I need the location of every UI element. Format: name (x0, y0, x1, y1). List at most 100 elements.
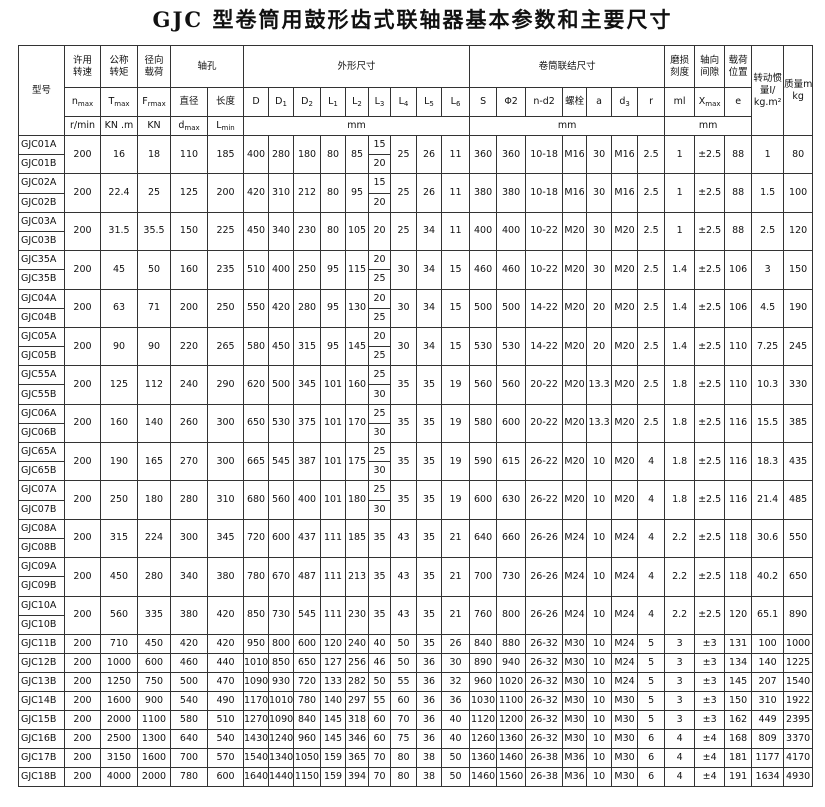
value-cell: 540 (206, 728, 245, 749)
value-cell: 1260 (469, 728, 498, 749)
model-cell: GJC02B (18, 192, 65, 213)
symbol: D (275, 96, 283, 107)
value-cell: 35 (390, 365, 418, 405)
symbol: L (398, 96, 404, 107)
value-cell: 34 (416, 288, 443, 328)
value-cell: 168 (724, 728, 753, 749)
model-cell: GJC55B (18, 384, 65, 405)
value-cell: ±3 (694, 709, 726, 730)
value-cell: 32 (441, 671, 471, 692)
value-cell: 450 (100, 557, 138, 597)
value-cell: M20 (611, 250, 639, 290)
value-cell: 2395 (783, 709, 814, 730)
value-cell: 200 (64, 173, 101, 213)
value-cell: 510 (243, 250, 270, 290)
value-cell: 2500 (100, 728, 138, 749)
value-cell: 25 (368, 441, 392, 463)
value-cell: 1010 (243, 652, 270, 673)
value-cell: 180 (293, 134, 322, 175)
value-cell: 800 (496, 595, 527, 635)
value-cell: M36 (562, 766, 588, 787)
table-row: GJC14B 200 1600 900 540 490 1170 1010 780 140 297 5… (18, 690, 814, 711)
value-cell: 500 (469, 288, 498, 328)
value-cell: 1.4 (664, 326, 696, 367)
header-cell: 径向 载荷 (137, 45, 171, 88)
value-cell: 131 (724, 633, 753, 654)
value-cell: 35 (416, 441, 443, 482)
value-cell: ±3 (694, 671, 726, 692)
value-cell: 600 (268, 518, 295, 559)
value-cell: 63 (100, 288, 138, 328)
value-cell: 890 (469, 652, 498, 673)
value-cell: 10-18 (525, 173, 564, 213)
value-cell: 400 (243, 134, 270, 175)
value-cell: 340 (268, 211, 295, 252)
value-cell: 200 (64, 671, 101, 692)
value-cell: 1.8 (664, 365, 696, 405)
model-cell: GJC14B (18, 690, 65, 711)
value-cell: 10 (586, 709, 613, 730)
value-cell: 1460 (496, 747, 527, 768)
value-cell: 190 (783, 288, 814, 328)
value-cell: 4.5 (751, 288, 785, 328)
value-cell: 140 (751, 652, 785, 673)
value-cell: 175 (345, 441, 370, 482)
value-cell: 260 (170, 403, 208, 444)
value-cell: 420 (243, 173, 270, 213)
value-cell: M30 (611, 766, 639, 787)
value-cell: 650 (783, 557, 814, 597)
value-cell: 125 (170, 173, 208, 213)
value-cell: 2.2 (664, 595, 696, 635)
unit-cell: mm (664, 116, 753, 136)
value-cell: 20 (368, 154, 392, 175)
value-cell: 346 (345, 728, 370, 749)
value-cell: 580 (170, 709, 208, 730)
value-cell: 95 (320, 288, 347, 328)
value-cell: 105 (345, 211, 370, 252)
value-cell: 10 (586, 480, 613, 520)
value-cell: 4170 (783, 747, 814, 768)
value-cell: M20 (611, 441, 639, 482)
value-cell: 120 (724, 595, 753, 635)
value-cell: 420 (206, 633, 245, 654)
value-cell: 930 (268, 671, 295, 692)
value-cell: M20 (562, 326, 588, 367)
value-cell: 880 (496, 633, 527, 654)
value-cell: 1440 (268, 766, 295, 787)
value-cell: 490 (206, 690, 245, 711)
value-cell: 10 (586, 747, 613, 768)
value-cell: 200 (206, 173, 245, 213)
value-cell: 4 (637, 518, 666, 559)
header-line: 载荷 (728, 54, 748, 66)
model-cell: GJC03A (18, 211, 65, 232)
value-cell: 10 (586, 690, 613, 711)
value-cell: 315 (100, 518, 138, 559)
value-cell: 530 (268, 403, 295, 444)
value-cell: 7.25 (751, 326, 785, 367)
symbol: d (619, 96, 626, 107)
value-cell: 180 (345, 480, 370, 520)
unit-cell: mm (243, 116, 471, 136)
value-cell: 134 (724, 652, 753, 673)
value-cell: 1120 (469, 709, 498, 730)
value-cell: 280 (137, 557, 171, 597)
symbol-cell: n-d2 (525, 87, 564, 117)
value-cell: 85 (345, 134, 370, 175)
value-cell: 2.5 (637, 326, 666, 367)
symbol-cell: L4 (390, 87, 418, 117)
value-cell: 43 (390, 557, 418, 597)
value-cell: 25 (368, 269, 392, 290)
value-cell: 500 (170, 671, 208, 692)
value-cell: 30 (586, 211, 613, 252)
header-line: 量I/ (759, 84, 776, 96)
symbol-cell: a (586, 87, 613, 117)
table-row: GJC02A 200 22.4 25 125 200 420 310 212 80 95 15 25 26… (18, 173, 814, 213)
value-cell: 4 (664, 728, 696, 749)
header-line: 质量m/ (784, 78, 813, 90)
model-cell: GJC05A (18, 326, 65, 348)
value-cell: 30 (368, 461, 392, 482)
value-cell: 5 (637, 709, 666, 730)
symbol: D (301, 96, 309, 107)
value-cell: 710 (100, 633, 138, 654)
value-cell: 730 (496, 557, 527, 597)
